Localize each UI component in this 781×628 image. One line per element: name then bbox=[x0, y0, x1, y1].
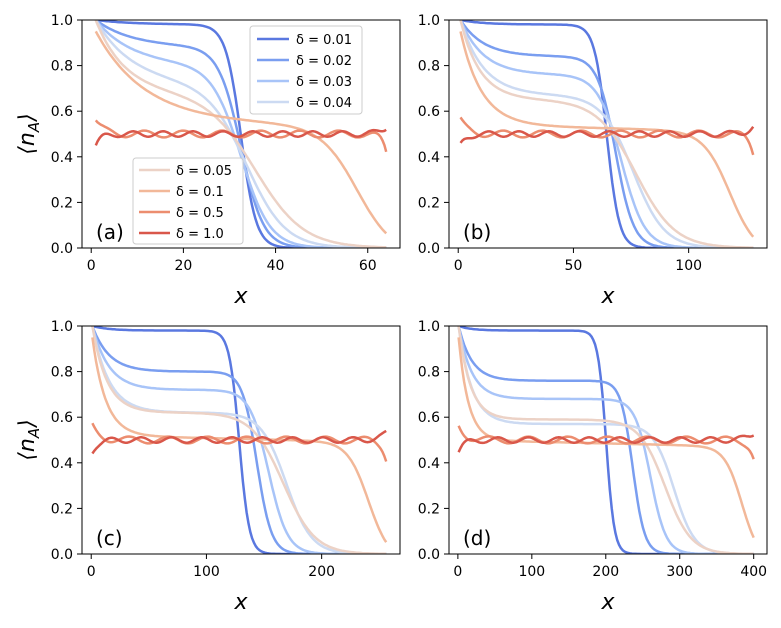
y-axis-label: ⟨nA⟩ bbox=[15, 419, 43, 460]
legend-entry: δ = 0.5 bbox=[176, 206, 224, 221]
series-line bbox=[91, 326, 387, 554]
x-axis-label: x bbox=[600, 590, 615, 615]
y-tick-label: 0.6 bbox=[418, 104, 440, 120]
x-tick-label: 200 bbox=[308, 564, 335, 580]
x-tick-label: 20 bbox=[174, 258, 192, 274]
legend-entry: δ = 0.05 bbox=[176, 164, 232, 179]
series-line bbox=[92, 326, 387, 554]
legend-box bbox=[249, 25, 363, 115]
legend-entry: δ = 0.02 bbox=[296, 54, 352, 69]
plot-frame bbox=[448, 325, 768, 555]
y-tick-label: 1.0 bbox=[51, 319, 73, 335]
x-tick-label: 100 bbox=[518, 564, 545, 580]
series-line bbox=[457, 326, 754, 554]
y-tick-label: 0.4 bbox=[51, 150, 73, 166]
series-line bbox=[459, 31, 755, 238]
x-tick-label: 0 bbox=[453, 564, 462, 580]
x-tick-label: 100 bbox=[675, 258, 702, 274]
y-tick-label: 1.0 bbox=[418, 13, 440, 29]
panel-b: 0 50 100 0.0 0.2 0.4 0.6 0.8 1.0 (b) x bbox=[418, 13, 768, 309]
legend-entry: δ = 0.03 bbox=[296, 75, 352, 90]
y-axis-label: ⟨nA⟩ bbox=[15, 113, 43, 154]
plot-frame bbox=[81, 19, 401, 249]
y-tick-label: 0.8 bbox=[418, 365, 440, 381]
x-tick-label: 40 bbox=[267, 258, 285, 274]
y-tick-label: 0.2 bbox=[418, 195, 440, 211]
y-tick-label: 0.4 bbox=[418, 150, 440, 166]
legend-lower: δ = 0.05 δ = 0.1 δ = 0.5 δ = 1.0 bbox=[132, 157, 244, 245]
y-tick-label: 0.0 bbox=[418, 241, 440, 257]
y-tick-label: 1.0 bbox=[418, 319, 440, 335]
x-tick-label: 0 bbox=[87, 564, 96, 580]
series-line bbox=[94, 30, 388, 235]
series-line bbox=[457, 425, 755, 460]
x-axis-label: x bbox=[233, 284, 248, 309]
y-tick-label: 0.0 bbox=[51, 547, 73, 563]
series-line bbox=[91, 429, 387, 455]
y-tick-label: 1.0 bbox=[51, 13, 73, 29]
x-tick-label: 0 bbox=[454, 258, 463, 274]
series-line bbox=[457, 434, 755, 453]
plot-frame bbox=[81, 325, 401, 555]
series-line bbox=[91, 326, 387, 554]
y-tick-label: 0.6 bbox=[418, 410, 440, 426]
y-tick-label: 0.6 bbox=[51, 410, 73, 426]
y-tick-label: 0.4 bbox=[51, 456, 73, 472]
panel-c: 0 100 200 0.0 0.2 0.4 0.6 0.8 1.0 (c) x ⟨nA⟩ bbox=[15, 319, 401, 615]
legend-entry: δ = 0.01 bbox=[296, 33, 352, 48]
legend-entry: δ = 0.04 bbox=[296, 96, 352, 111]
y-tick-label: 0.6 bbox=[51, 104, 73, 120]
x-tick-label: 400 bbox=[740, 564, 767, 580]
x-axis-label: x bbox=[233, 590, 248, 615]
y-tick-label: 0.2 bbox=[418, 501, 440, 517]
x-axis-label: x bbox=[600, 284, 615, 309]
y-tick-label: 0.4 bbox=[418, 456, 440, 472]
panel-label: (b) bbox=[463, 220, 491, 244]
legend-box bbox=[132, 157, 244, 245]
panel-label: (a) bbox=[96, 220, 124, 244]
y-tick-label: 0.2 bbox=[51, 501, 73, 517]
series-line bbox=[459, 20, 754, 248]
y-tick-label: 0.2 bbox=[51, 195, 73, 211]
x-tick-label: 300 bbox=[666, 564, 693, 580]
series-line bbox=[459, 20, 754, 248]
x-tick-label: 100 bbox=[193, 564, 220, 580]
legend-entry: δ = 1.0 bbox=[176, 227, 224, 242]
y-tick-label: 0.8 bbox=[51, 59, 73, 75]
legend-upper: δ = 0.01 δ = 0.02 δ = 0.03 δ = 0.04 bbox=[249, 25, 363, 115]
series-line bbox=[91, 326, 387, 554]
y-tick-label: 0.8 bbox=[51, 365, 73, 381]
panel-a: 0 20 40 60 0.0 0.2 0.4 0.6 0.8 1.0 (a) x ⟨nA⟩ bbox=[15, 13, 401, 309]
x-tick-label: 200 bbox=[592, 564, 619, 580]
series-line bbox=[459, 125, 755, 144]
x-tick-label: 0 bbox=[87, 258, 96, 274]
panel-label: (d) bbox=[463, 526, 491, 550]
plot-frame bbox=[448, 19, 768, 249]
legend-entry: δ = 0.1 bbox=[176, 185, 224, 200]
y-tick-label: 0.0 bbox=[51, 241, 73, 257]
panel-label: (c) bbox=[96, 526, 123, 550]
y-tick-label: 0.0 bbox=[418, 547, 440, 563]
panel-d: 0 100 200 300 400 0.0 0.2 0.4 0.6 0.8 1.0 (d) x bbox=[418, 319, 768, 615]
series-line bbox=[459, 20, 754, 248]
series-line bbox=[94, 128, 387, 146]
series-line bbox=[94, 20, 387, 248]
x-tick-label: 60 bbox=[359, 258, 377, 274]
x-tick-label: 50 bbox=[565, 258, 583, 274]
series-line bbox=[94, 20, 387, 248]
y-tick-label: 0.8 bbox=[418, 59, 440, 75]
series-line bbox=[457, 326, 754, 554]
